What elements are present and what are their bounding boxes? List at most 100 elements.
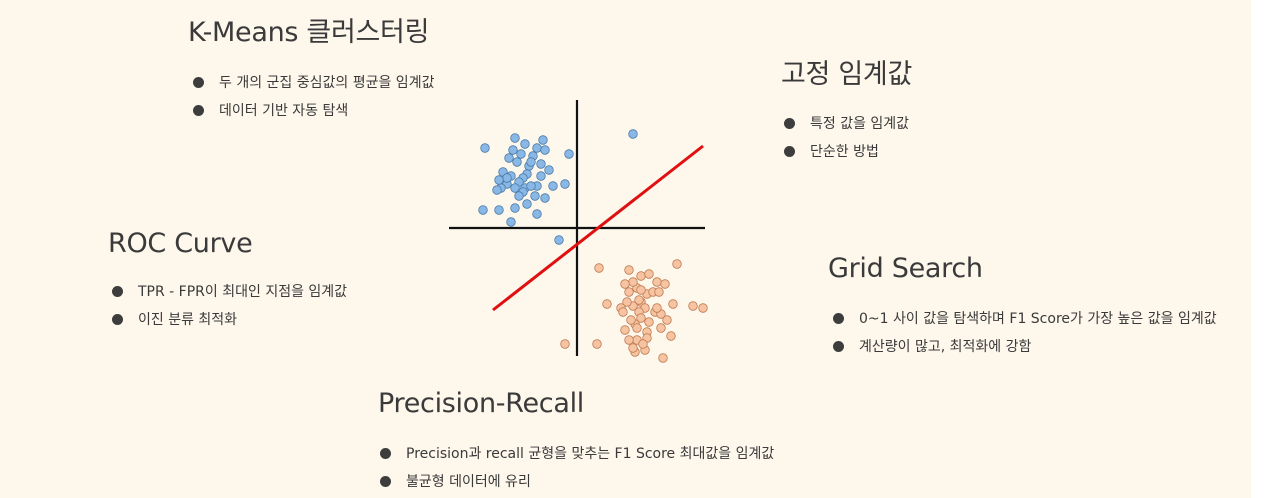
bullet-icon bbox=[193, 105, 204, 116]
blue-data-point bbox=[494, 205, 504, 215]
orange-data-point bbox=[620, 325, 630, 335]
list-item: Precision과 recall 균형을 맞추는 F1 Score 최대값을 … bbox=[380, 440, 774, 468]
orange-data-point bbox=[658, 353, 668, 363]
orange-data-point bbox=[662, 315, 672, 325]
roc-curve-title: ROC Curve bbox=[108, 228, 253, 259]
orange-data-point bbox=[626, 315, 636, 325]
orange-data-point bbox=[620, 279, 630, 289]
orange-data-point bbox=[622, 297, 632, 307]
blue-data-point bbox=[520, 139, 530, 149]
blue-data-point bbox=[506, 217, 516, 227]
blue-data-point bbox=[514, 191, 524, 201]
blue-data-point bbox=[526, 157, 536, 167]
bullet-icon bbox=[380, 476, 391, 487]
fixed-threshold-title: 고정 임계값 bbox=[781, 59, 912, 90]
kmeans-title: K-Means 클러스터링 bbox=[188, 17, 430, 48]
grid-search-title: Grid Search bbox=[828, 253, 983, 284]
blue-data-point bbox=[494, 175, 504, 185]
orange-data-point bbox=[594, 263, 604, 273]
orange-data-point bbox=[628, 343, 638, 353]
list-item: 단순한 방법 bbox=[784, 138, 912, 166]
orange-data-point bbox=[634, 295, 644, 305]
orange-data-point bbox=[636, 271, 646, 281]
orange-data-point bbox=[632, 323, 642, 333]
blue-data-point bbox=[536, 171, 546, 181]
fixed-threshold-section: 고정 임계값 특정 값을 임계값 단순한 방법 bbox=[781, 52, 912, 166]
bullet-icon bbox=[112, 314, 123, 325]
bullet-icon bbox=[193, 77, 204, 88]
kmeans-bullet-text: 데이터 기반 자동 탐색 bbox=[219, 103, 349, 119]
orange-data-point bbox=[638, 339, 648, 349]
blue-data-point bbox=[628, 129, 638, 139]
blue-data-point bbox=[478, 205, 488, 215]
list-item: TPR - FPR이 최대인 지점을 임계값 bbox=[112, 278, 347, 306]
orange-data-point bbox=[618, 307, 628, 317]
fixed-threshold-bullet-list: 특정 값을 임계값 단순한 방법 bbox=[784, 110, 912, 166]
blue-data-point bbox=[510, 133, 520, 143]
orange-data-point bbox=[636, 313, 646, 323]
precision-recall-bullet-text: Precision과 recall 균형을 맞추는 F1 Score 최대값을 … bbox=[406, 446, 775, 462]
orange-data-point bbox=[644, 269, 654, 279]
orange-data-point bbox=[644, 317, 654, 327]
orange-data-point bbox=[666, 331, 676, 341]
orange-data-point bbox=[592, 339, 602, 349]
grid-search-bullet-text: 계산량이 많고, 최적화에 강함 bbox=[859, 339, 1032, 355]
blue-data-point bbox=[532, 209, 542, 219]
orange-data-point bbox=[668, 299, 678, 309]
bullet-icon bbox=[833, 313, 844, 324]
blue-data-point bbox=[510, 183, 520, 193]
blue-data-point bbox=[538, 135, 548, 145]
blue-data-point bbox=[492, 185, 502, 195]
blue-data-point bbox=[510, 203, 520, 213]
precision-recall-title: Precision-Recall bbox=[378, 388, 584, 419]
precision-recall-bullet-text: 불균형 데이터에 유리 bbox=[406, 474, 531, 490]
blue-data-point bbox=[512, 157, 522, 167]
orange-data-point bbox=[560, 339, 570, 349]
orange-data-point bbox=[624, 335, 634, 345]
blue-data-point bbox=[540, 145, 550, 155]
blue-data-point bbox=[516, 149, 526, 159]
blue-data-point bbox=[532, 143, 542, 153]
list-item: 불균형 데이터에 유리 bbox=[380, 468, 774, 496]
orange-data-point bbox=[672, 259, 682, 269]
blue-data-point bbox=[522, 199, 532, 209]
blue-data-point bbox=[536, 159, 546, 169]
kmeans-bullet-text: 두 개의 군집 중심값의 평균을 임계값 bbox=[219, 75, 435, 91]
blue-data-point bbox=[480, 143, 490, 153]
orange-data-point bbox=[660, 279, 670, 289]
blue-data-point bbox=[564, 149, 574, 159]
orange-data-point bbox=[636, 285, 646, 295]
orange-data-point bbox=[624, 265, 634, 275]
bullet-icon bbox=[112, 286, 123, 297]
precision-recall-section: Precision-Recall Precision과 recall 균형을 맞… bbox=[378, 388, 774, 496]
orange-data-point bbox=[654, 287, 664, 297]
bullet-icon bbox=[833, 341, 844, 352]
fixed-threshold-bullet-text: 특정 값을 임계값 bbox=[810, 116, 910, 132]
bullet-icon bbox=[784, 146, 795, 157]
roc-curve-section: ROC Curve TPR - FPR이 최대인 지점을 임계값 이진 분류 최… bbox=[108, 228, 347, 334]
blue-data-point bbox=[504, 153, 514, 163]
orange-data-point bbox=[688, 301, 698, 311]
threshold-line bbox=[492, 144, 704, 312]
list-item: 데이터 기반 자동 탐색 bbox=[193, 97, 434, 125]
grid-search-section: Grid Search 0~1 사이 값을 탐색하며 F1 Score가 가장 … bbox=[828, 253, 1217, 361]
blue-data-point bbox=[560, 179, 570, 189]
blue-data-point bbox=[502, 173, 512, 183]
roc-curve-bullet-list: TPR - FPR이 최대인 지점을 임계값 이진 분류 최적화 bbox=[112, 278, 347, 334]
orange-data-point bbox=[698, 303, 708, 313]
list-item: 두 개의 군집 중심값의 평균을 임계값 bbox=[193, 69, 434, 97]
roc-curve-bullet-text: 이진 분류 최적화 bbox=[138, 312, 238, 328]
grid-search-bullet-list: 0~1 사이 값을 탐색하며 F1 Score가 가장 높은 값을 임계값 계산… bbox=[833, 305, 1217, 361]
blue-data-point bbox=[540, 193, 550, 203]
orange-data-point bbox=[602, 299, 612, 309]
blue-data-point bbox=[530, 191, 540, 201]
grid-search-bullet-text: 0~1 사이 값을 탐색하며 F1 Score가 가장 높은 값을 임계값 bbox=[859, 311, 1217, 327]
right-margin-strip bbox=[1251, 0, 1265, 498]
kmeans-bullet-list: 두 개의 군집 중심값의 평균을 임계값 데이터 기반 자동 탐색 bbox=[193, 69, 434, 125]
orange-data-point bbox=[624, 287, 634, 297]
kmeans-section: K-Means 클러스터링 두 개의 군집 중심값의 평균을 임계값 데이터 기… bbox=[188, 10, 434, 125]
fixed-threshold-bullet-text: 단순한 방법 bbox=[810, 144, 879, 160]
blue-data-point bbox=[544, 165, 554, 175]
threshold-scatter-diagram bbox=[449, 100, 708, 363]
list-item: 0~1 사이 값을 탐색하며 F1 Score가 가장 높은 값을 임계값 bbox=[833, 305, 1217, 333]
